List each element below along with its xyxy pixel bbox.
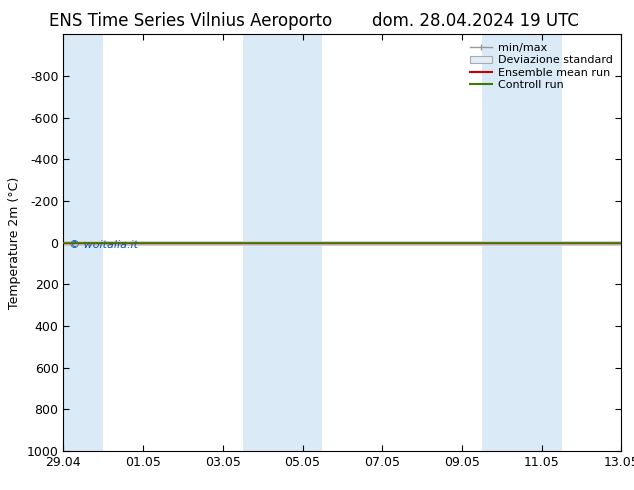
Y-axis label: Temperature 2m (°C): Temperature 2m (°C)	[8, 176, 21, 309]
Bar	[243, 34, 323, 451]
Bar	[63, 34, 103, 451]
Text: dom. 28.04.2024 19 UTC: dom. 28.04.2024 19 UTC	[372, 12, 579, 30]
Bar	[482, 34, 562, 451]
Legend: min/max, Deviazione standard, Ensemble mean run, Controll run: min/max, Deviazione standard, Ensemble m…	[467, 40, 616, 93]
Text: ENS Time Series Vilnius Aeroporto: ENS Time Series Vilnius Aeroporto	[49, 12, 332, 30]
Text: © woitalia.it: © woitalia.it	[69, 241, 138, 250]
